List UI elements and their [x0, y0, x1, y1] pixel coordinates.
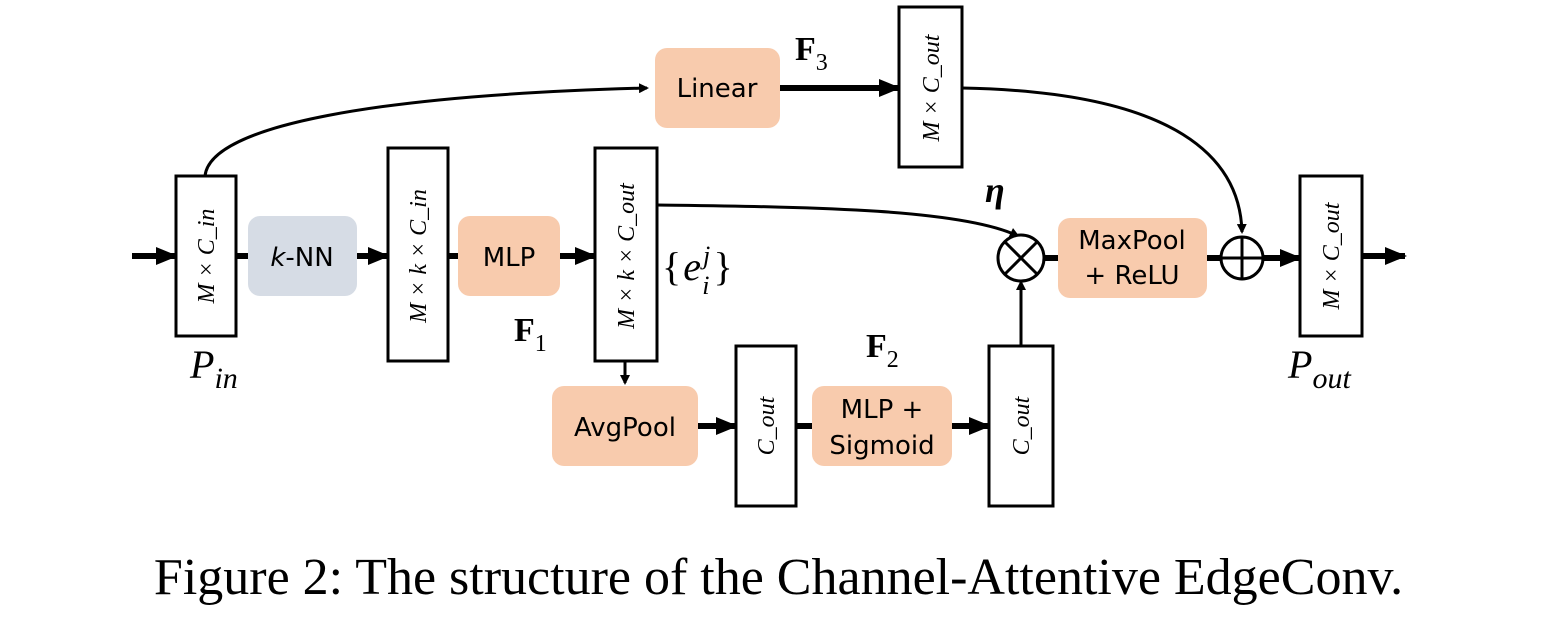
tensor-p-out-shape: M × C_out [1319, 201, 1345, 310]
block-linear-label: Linear [677, 74, 758, 104]
tensor-mlp-out: M × k × C_out [593, 146, 659, 363]
block-mlp-label: MLP [483, 243, 536, 273]
block-maxpool-relu-line2: + ReLU [1084, 261, 1179, 291]
connectors [132, 79, 1407, 435]
tensor-knn-out-shape: M × k × C_in [406, 189, 432, 324]
tensor-p-in-shape: M × C_in [194, 209, 220, 305]
block-linear-box [655, 48, 780, 128]
add-operator [1219, 235, 1265, 281]
block-mlp: MLP [458, 216, 560, 296]
block-maxpool-relu: MaxPool + ReLU [1058, 218, 1207, 298]
tensor-knn-out-box [386, 146, 450, 363]
label-f3: F3 [795, 31, 828, 76]
block-avgpool-label: AvgPool [574, 413, 676, 443]
tensor-p-in: M × C_in [174, 174, 238, 338]
block-mlp-sigmoid-box [812, 386, 952, 466]
tensor-mlp-out-shape: M × k × C_out [614, 182, 640, 330]
label-f1: F1 [514, 312, 547, 357]
block-maxpool-relu-line1: MaxPool [1078, 226, 1186, 256]
tensor-p-out: M × C_out [1298, 174, 1364, 338]
block-mlp-box [458, 216, 560, 296]
block-mlp-sigmoid-line1: MLP + [841, 395, 924, 425]
tensor-sigmoid-out-shape: C_out [1009, 395, 1035, 455]
label-edge-set: {ej i} [662, 241, 733, 300]
label-p-in: Pin [189, 342, 238, 395]
label-p-out: Pout [1287, 342, 1351, 395]
tensor-sigmoid-out: C_out [987, 344, 1055, 508]
label-eta: η [985, 170, 1005, 210]
tensor-avgpool-out: C_out [734, 344, 798, 508]
tensor-sigmoid-out-box [987, 344, 1055, 508]
block-knn-label: k-NN [270, 243, 333, 273]
figure-caption: Figure 2: The structure of the Channel-A… [153, 549, 1404, 606]
tensor-avgpool-out-box [734, 344, 798, 508]
block-linear: Linear [655, 48, 780, 128]
tensor-avgpool-out-shape: C_out [754, 395, 780, 455]
label-f2: F2 [866, 328, 899, 373]
arrow-tensor-add [961, 86, 1247, 234]
block-maxpool-relu-box [1058, 218, 1207, 298]
tensor-linear-out-box [897, 5, 964, 169]
tensor-p-out-box [1298, 174, 1364, 338]
tensor-mlp-out-box [593, 146, 659, 363]
tensor-linear-out-shape: M × C_out [919, 33, 945, 142]
block-mlp-sigmoid-line2: Sigmoid [829, 431, 934, 461]
block-mlp-sigmoid: MLP + Sigmoid [812, 386, 952, 466]
block-knn-box [248, 216, 357, 296]
arrow-edge-multiply [656, 203, 1020, 238]
block-avgpool-box [552, 386, 698, 466]
multiply-operator [996, 233, 1046, 283]
tensor-linear-out: M × C_out [897, 5, 964, 169]
tensor-knn-out: M × k × C_in [386, 146, 450, 363]
block-avgpool: AvgPool [552, 386, 698, 466]
tensor-p-in-box [174, 174, 238, 338]
block-knn: k-NN [248, 216, 357, 296]
arrow-skip-linear [203, 83, 649, 177]
